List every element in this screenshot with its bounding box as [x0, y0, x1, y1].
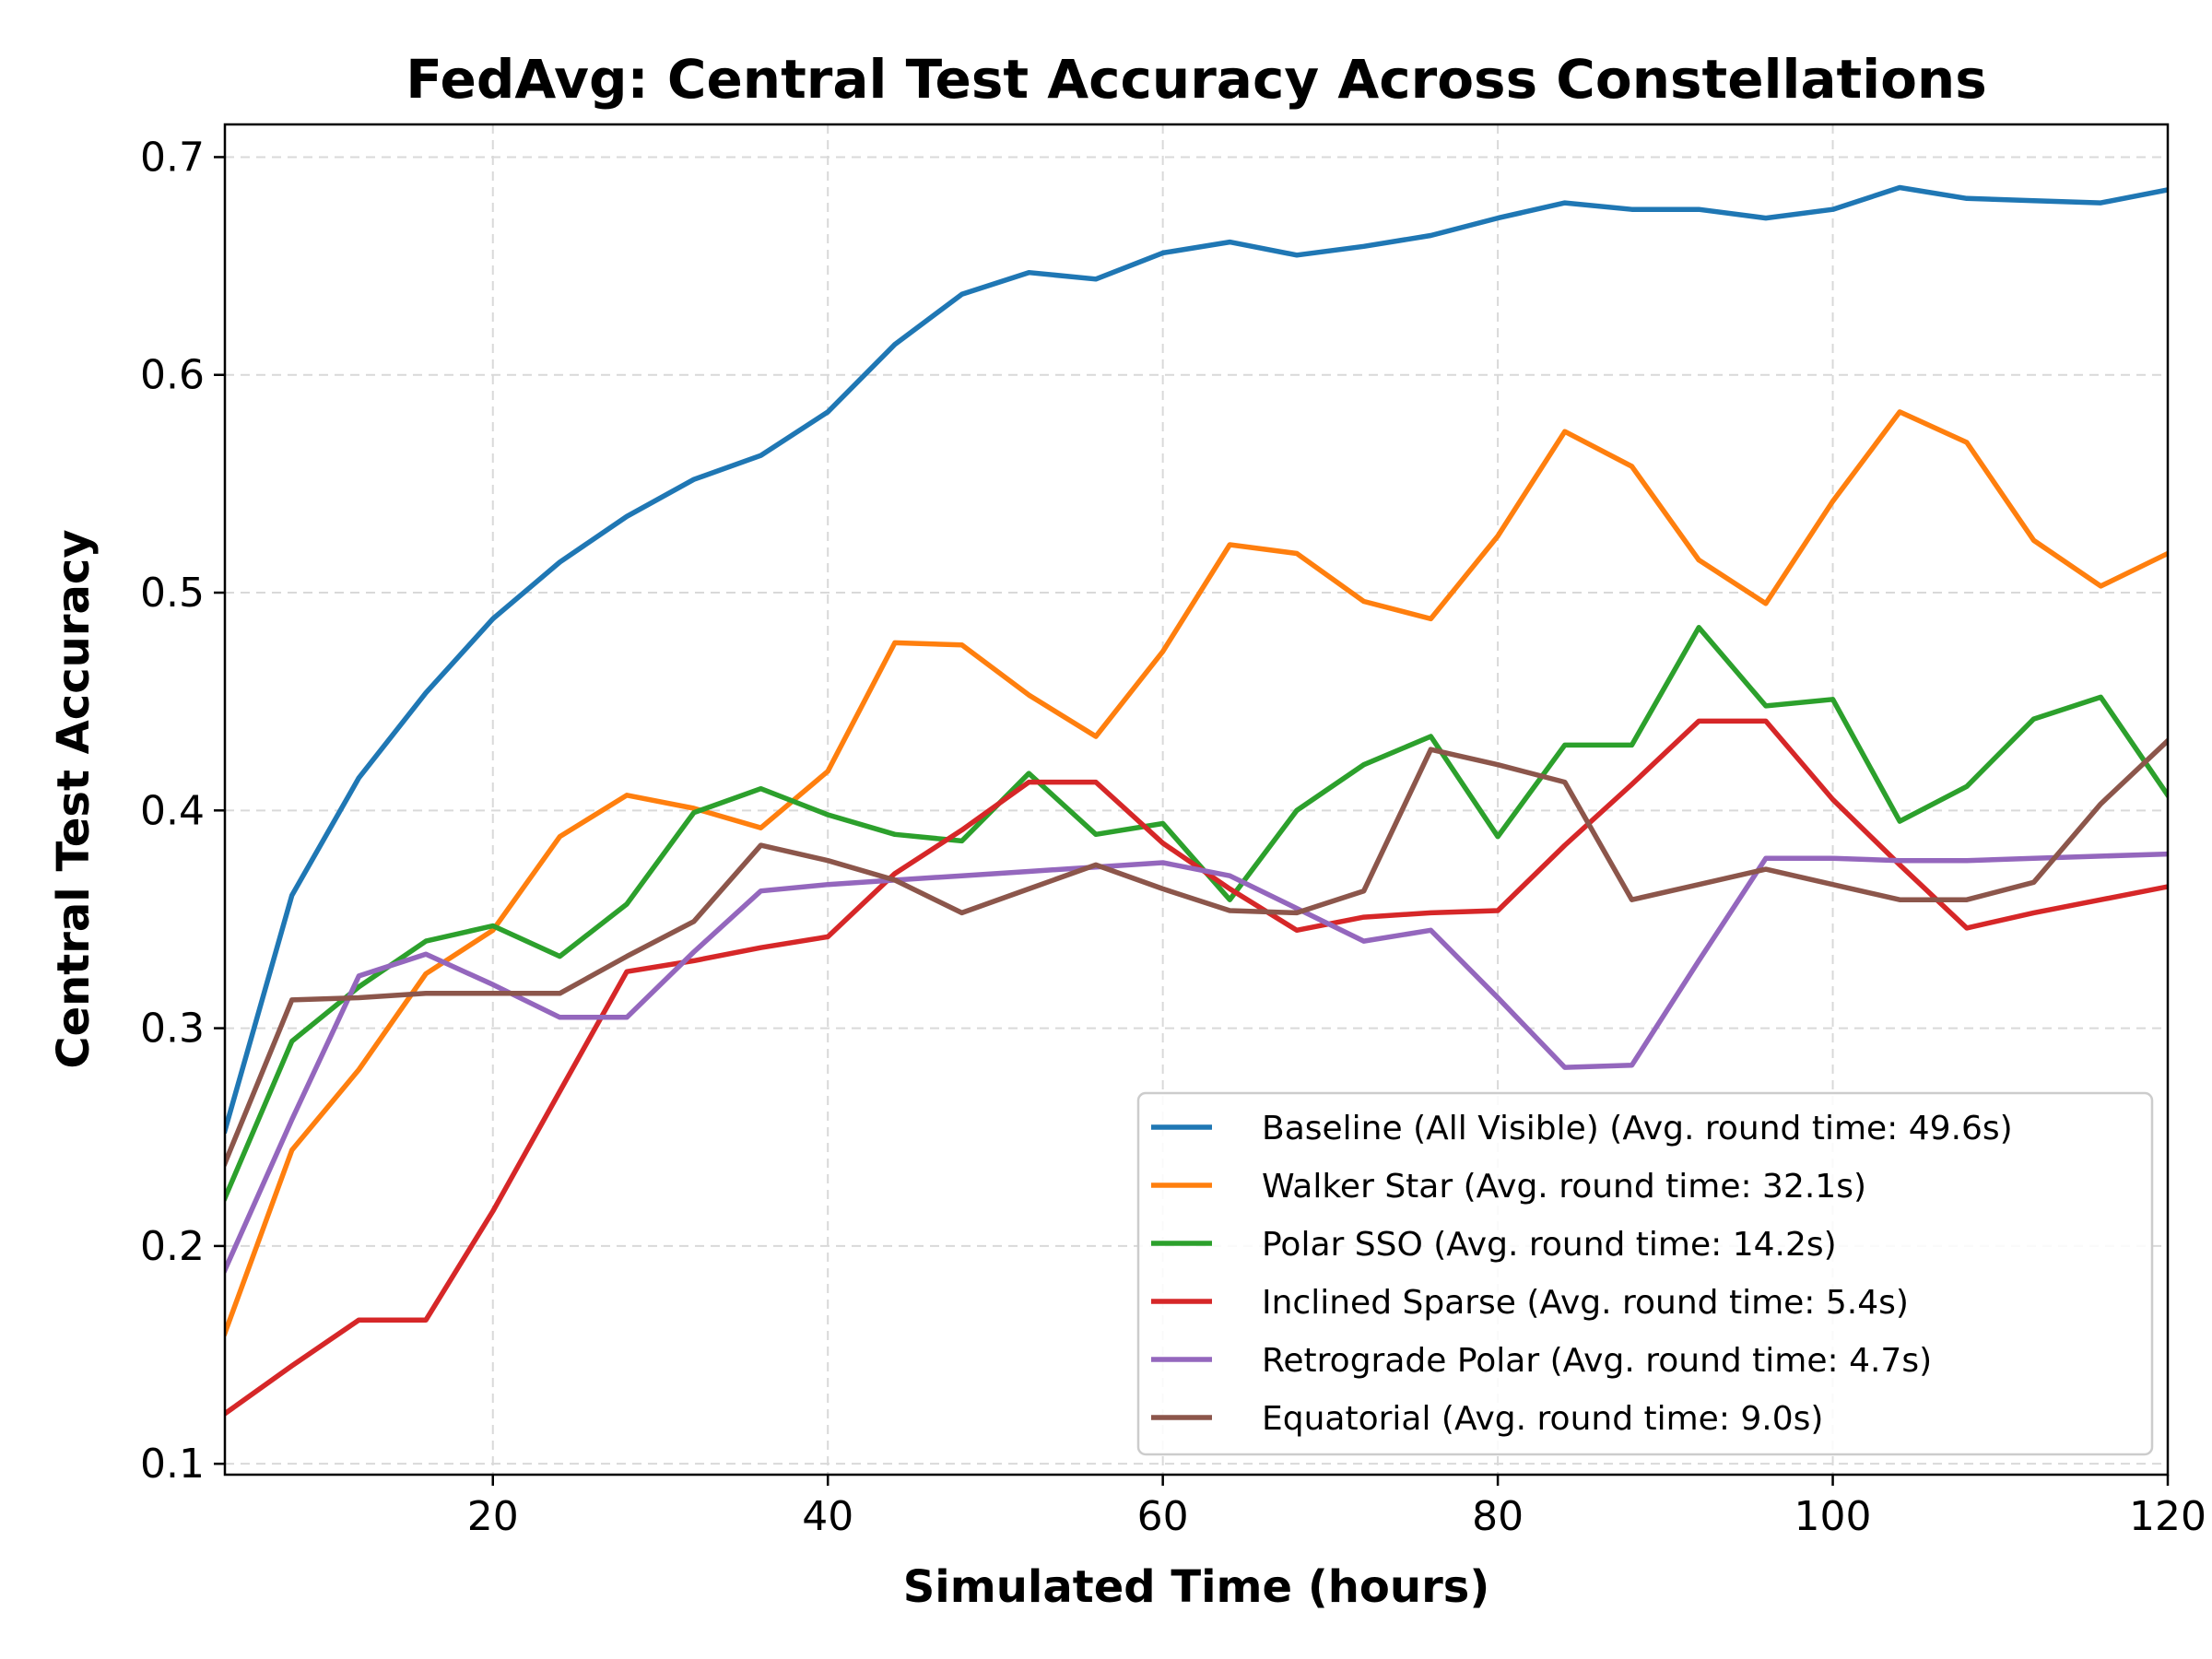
legend: Baseline (All Visible) (Avg. round time:… [1136, 1091, 2154, 1456]
y-tick-label: 0.4 [140, 787, 205, 834]
plot-frame [223, 123, 2170, 1477]
x-tick-label: 60 [1137, 1493, 1189, 1540]
y-tick-label: 0.5 [140, 570, 205, 617]
x-tick-label: 120 [2129, 1493, 2206, 1540]
legend-entry: Polar SSO (Avg. round time: 14.2s) [1262, 1226, 1837, 1264]
x-tick-label: 20 [467, 1493, 519, 1540]
x-tick-label: 100 [1794, 1493, 1872, 1540]
y-axis-label: Central Test Accuracy [48, 529, 100, 1068]
legend-entry: Equatorial (Avg. round time: 9.0s) [1262, 1400, 1823, 1438]
series-line-2 [225, 409, 2168, 1336]
legend-entry: Walker Star (Avg. round time: 32.1s) [1262, 1168, 1866, 1206]
x-axis-label: Simulated Time (hours) [903, 1561, 1490, 1613]
series-lines [225, 184, 2168, 1418]
legend-entry: Retrograde Polar (Avg. round time: 4.7s) [1262, 1342, 1932, 1380]
y-tick-label: 0.6 [140, 352, 205, 399]
y-tick-label: 0.7 [140, 134, 205, 181]
y-tick-label: 0.1 [140, 1441, 205, 1488]
series-line-5 [225, 851, 2168, 1274]
y-tick-label: 0.3 [140, 1006, 205, 1053]
series-line-1 [225, 184, 2168, 1135]
x-tick-label: 40 [802, 1493, 853, 1540]
legend-entry: Baseline (All Visible) (Avg. round time:… [1262, 1110, 2013, 1147]
y-tick-label: 0.2 [140, 1223, 205, 1270]
series-line-3 [225, 625, 2168, 1202]
axis-ticks: 20 40 60 80 100 120 0.1 0.2 0.3 0.4 0.5 0.6 0.7 [140, 134, 2206, 1540]
series-line-6 [225, 736, 2168, 1167]
legend-entry: Inclined Sparse (Avg. round time: 5.4s) [1262, 1284, 1909, 1322]
series-line-4 [225, 718, 2168, 1418]
legend-box [1136, 1091, 2154, 1456]
x-tick-label: 80 [1472, 1493, 1524, 1540]
chart-title: FedAvg: Central Test Accuracy Across Con… [406, 48, 1987, 111]
